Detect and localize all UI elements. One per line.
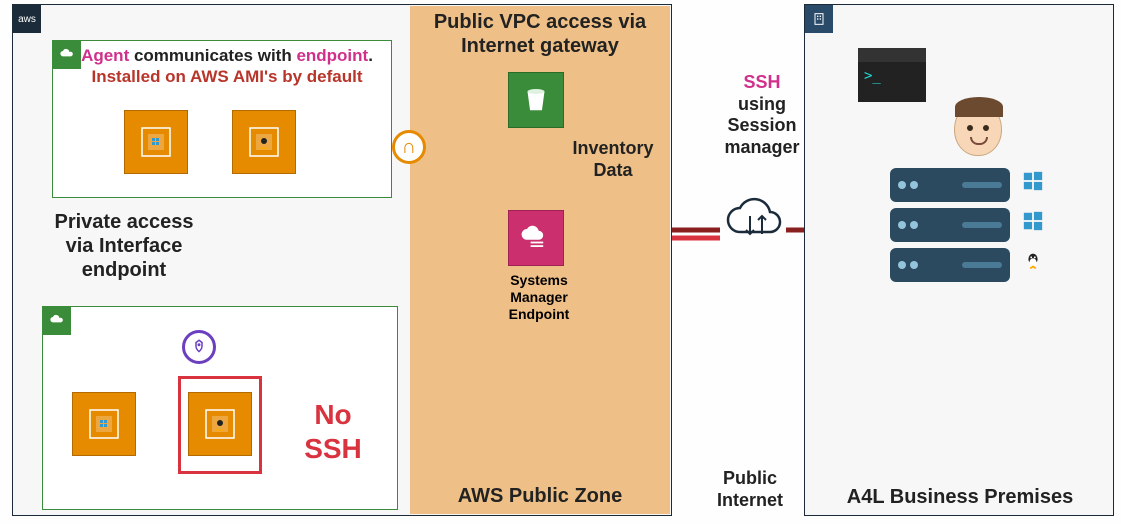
ssh-l4: manager [724,137,799,157]
top-vpc-text: Agent communicates with endpoint. Instal… [67,45,387,88]
ssh-l3: Session [727,115,796,135]
interface-endpoint-icon [182,330,216,364]
ssh-session-manager-label: SSH using Session manager [712,72,812,158]
ssm-l3: Endpoint [509,306,570,322]
no-ssh-label: No SSH [288,398,378,465]
inventory-l2: Data [593,160,632,180]
systems-manager-endpoint-icon [508,210,564,266]
server-stack [890,168,1010,282]
text-comm: communicates with [129,46,296,65]
private-l3: endpoint [82,259,166,281]
ec2-linux-top [232,110,296,174]
ssh-l2: using [738,94,786,114]
public-zone-title-l2: Internet gateway [461,35,619,57]
cloud-icon [722,196,786,249]
public-zone-footer: AWS Public Zone [410,484,670,508]
text-installed: Installed on AWS AMI's by default [91,67,362,86]
pi-l1: Public [723,468,777,488]
premises-footer: A4L Business Premises [805,485,1115,509]
terminal-icon [858,48,926,102]
text-agent: Agent [81,46,129,65]
no-ssh-l2: SSH [304,433,362,464]
premises-badge-icon [805,5,833,33]
linux-icon [1022,250,1044,272]
pi-l2: Internet [717,490,783,510]
user-face-icon [954,102,1002,156]
ssh-l1: SSH [743,72,780,92]
no-ssh-l1: No [314,399,351,430]
public-zone-title: Public VPC access via Internet gateway [410,10,670,58]
public-zone-title-l1: Public VPC access via [434,11,646,33]
aws-badge-label: aws [18,14,36,25]
aws-badge: aws [13,5,41,33]
no-ssh-focus-box [178,376,262,474]
inventory-label: Inventory Data [558,138,668,181]
vpc-badge-icon-2 [43,307,71,335]
text-endpoint: endpoint [296,46,368,65]
private-l2: via Interface [66,235,183,257]
ec2-windows-bottom [72,392,136,456]
internet-gateway-icon: ∩ [392,130,426,164]
inventory-l1: Inventory [572,138,653,158]
windows-icon [1022,210,1044,232]
top-vpc-group: Agent communicates with endpoint. Instal… [52,40,392,198]
server-os-col [1022,170,1044,272]
public-internet-label: Public Internet [700,468,800,511]
windows-icon [1022,170,1044,192]
diagram-canvas: aws Public VPC access via Internet gatew… [0,0,1121,524]
private-l1: Private access [54,211,193,233]
s3-bucket-icon [508,72,564,128]
ssm-l2: Manager [510,289,568,305]
ec2-windows-top [124,110,188,174]
text-period: . [368,46,373,65]
ssm-endpoint-label: Systems Manager Endpoint [494,272,584,322]
server-row [890,168,1010,202]
server-row [890,248,1010,282]
ssm-l1: Systems [510,272,568,288]
server-row [890,208,1010,242]
private-access-label: Private access via Interface endpoint [34,210,214,282]
